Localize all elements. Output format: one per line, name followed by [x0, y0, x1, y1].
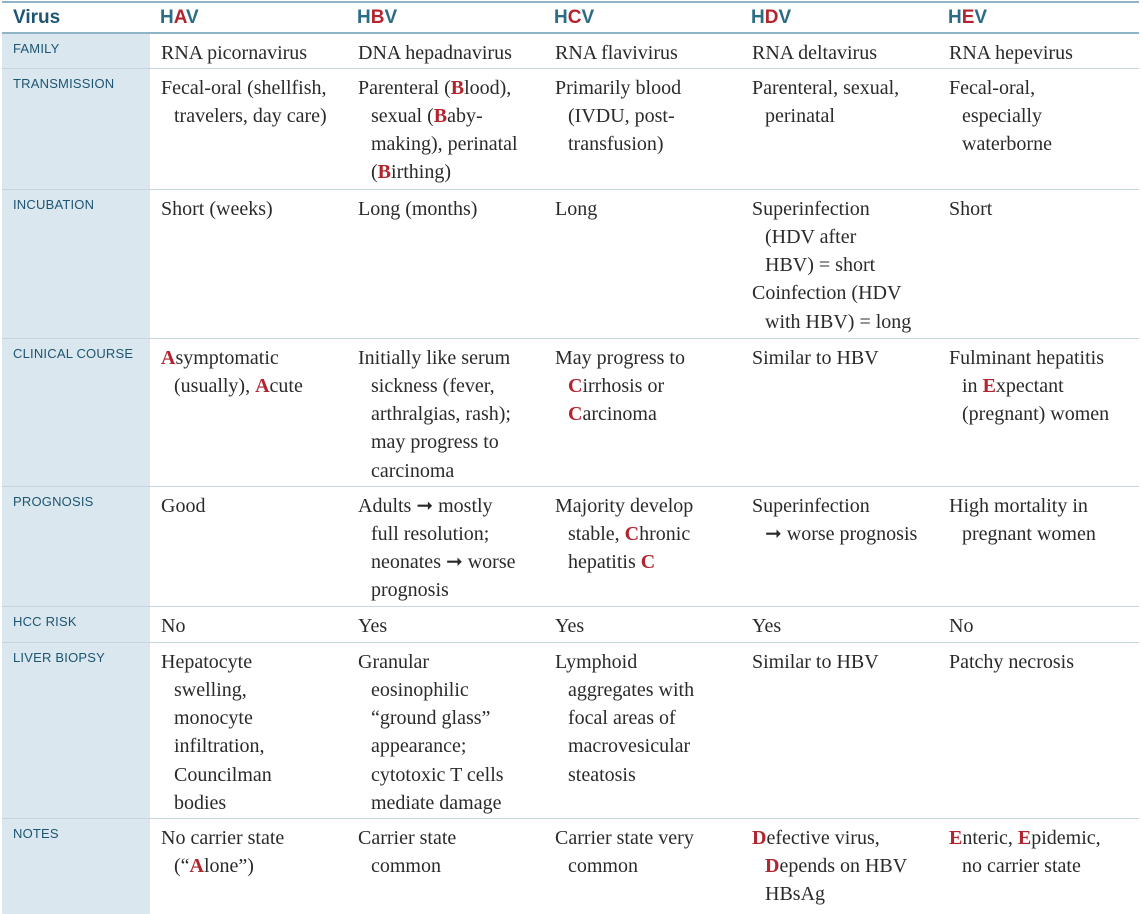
cell-family-hev: RNA hepevirus [938, 33, 1139, 69]
cell-notes-hbv: Carrier state common [358, 826, 457, 877]
cell-biopsy-hav: Hepatocyte swelling, monocyte infiltrati… [150, 642, 347, 819]
cell-notes-hcv: Carrier state very common [555, 826, 694, 877]
cell-transmission-hdv: Parenteral, sexual, perinatal [741, 68, 938, 190]
cell-incubation-hev: Short [938, 189, 1139, 339]
row-label-incubation: INCUBATION [2, 189, 150, 339]
cell-incubation-hav: Short (weeks) [150, 189, 347, 339]
row-incubation: INCUBATION Short (weeks) Long (months) L… [2, 189, 1139, 339]
cell-clinical-hav: Asymptomatic (usually), Acute [150, 338, 347, 487]
cell-family-hdv: RNA deltavirus [741, 33, 938, 69]
header-hbv: HBV [347, 1, 544, 34]
cell-incubation-hbv: Long (months) [347, 189, 544, 339]
cell-hcc-hdv: Yes [741, 606, 938, 643]
row-label-notes: NOTES [2, 818, 150, 914]
cell-incubation-hcv: Long [544, 189, 741, 339]
row-label-hcc-risk: HCC RISK [2, 606, 150, 643]
cell-prognosis-hav: Good [150, 486, 347, 607]
header-virus: Virus [2, 1, 150, 34]
cell-clinical-hdv: Similar to HBV [741, 338, 938, 487]
cell-notes-hev: Enteric, Epidemic, no carrier state [949, 826, 1101, 877]
cell-family-hav: RNA picornavirus [150, 33, 347, 69]
header-hav: HAV [150, 1, 347, 34]
row-label-family: FAMILY [2, 33, 150, 69]
cell-notes-hdv: Defective virus, Depends on HBV HBsAg [752, 826, 908, 906]
row-label-prognosis: PROGNOSIS [2, 486, 150, 607]
cell-biopsy-hcv: Lymphoid aggregates with focal areas of … [544, 642, 741, 819]
cell-biopsy-hdv: Similar to HBV [741, 642, 938, 819]
header-hcv: HCV [544, 1, 741, 34]
cell-prognosis-hev: High mortality in pregnant women [938, 486, 1139, 607]
row-clinical-course: CLINICAL COURSE Asymptomatic (usually), … [2, 338, 1139, 487]
cell-hcc-hcv: Yes [544, 606, 741, 643]
cell-clinical-hev: Fulminant hepatitis in Expectant (pregna… [938, 338, 1139, 487]
cell-prognosis-hcv: Majority develop stable, Chronic hepatit… [544, 486, 741, 607]
row-notes: NOTES No carrier state (“Alone”) Carrier… [2, 818, 1139, 914]
cell-family-hbv: DNA hepadnavirus [347, 33, 544, 69]
cell-clinical-hcv: May progress to Cirrhosis or Carcinoma [544, 338, 741, 487]
cell-hcc-hav: No [150, 606, 347, 643]
cell-family-hcv: RNA flavivirus [544, 33, 741, 69]
row-hcc-risk: HCC RISK No Yes Yes Yes No [2, 606, 1139, 643]
header-row: Virus HAV HBV HCV HDV HEV [2, 1, 1139, 34]
cell-transmission-hav: Fecal-oral (shellfish, travelers, day ca… [150, 68, 347, 190]
cell-incubation-hdv: Superinfection (HDV after HBV) = short C… [741, 189, 938, 339]
cell-biopsy-hev: Patchy necrosis [938, 642, 1139, 819]
cell-notes-hav: No carrier state (“Alone”) [161, 826, 285, 877]
cell-transmission-hev: Fecal-oral, especially waterborne [938, 68, 1139, 190]
row-label-transmission: TRANSMISSION [2, 68, 150, 190]
cell-transmission-hbv: Parenteral (Blood), sexual (Baby- making… [347, 68, 544, 190]
cell-clinical-hbv: Initially like serum sickness (fever, ar… [347, 338, 544, 487]
row-transmission: TRANSMISSION Fecal-oral (shellfish, trav… [2, 68, 1139, 190]
cell-prognosis-hbv: Adults ➞ mostly full resolution; neonate… [347, 486, 544, 607]
row-label-clinical-course: CLINICAL COURSE [2, 338, 150, 487]
row-label-liver-biopsy: LIVER BIOPSY [2, 642, 150, 819]
row-liver-biopsy: LIVER BIOPSY Hepatocyte swelling, monocy… [2, 642, 1139, 819]
cell-biopsy-hbv: Granular eosinophilic “ground glass” app… [347, 642, 544, 819]
cell-hcc-hbv: Yes [347, 606, 544, 643]
row-prognosis: PROGNOSIS Good Adults ➞ mostly full reso… [2, 486, 1139, 607]
row-family: FAMILY RNA picornavirus DNA hepadnavirus… [2, 33, 1139, 69]
cell-transmission-hcv: Primarily blood (IVDU, post- transfusion… [544, 68, 741, 190]
cell-prognosis-hdv: Superinfection ➞ worse prognosis [741, 486, 938, 607]
header-hdv: HDV [741, 1, 938, 34]
cell-hcc-hev: No [938, 606, 1139, 643]
header-hev: HEV [938, 1, 1139, 34]
